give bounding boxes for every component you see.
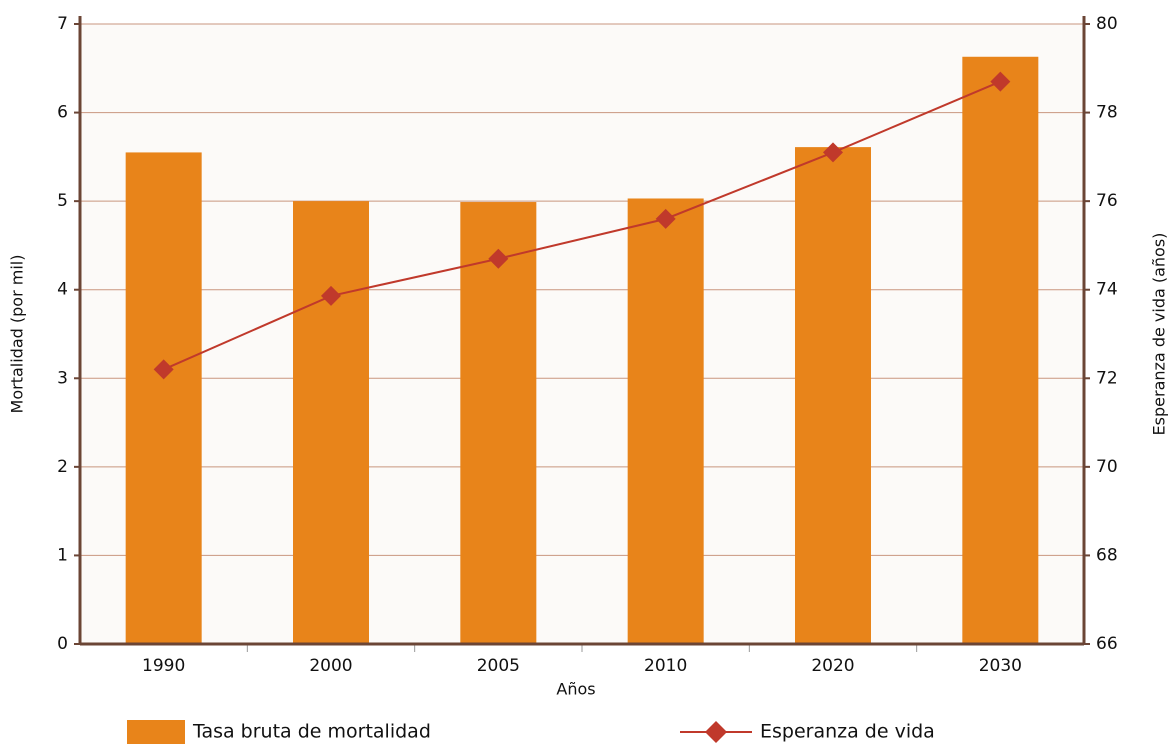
marker: [321, 285, 341, 306]
y-tick-label: 3: [57, 368, 68, 388]
line: [163, 80, 1001, 371]
marker: [823, 142, 843, 163]
x-tick-label: 1990: [142, 656, 185, 676]
y2-tick-label: 74: [1096, 280, 1118, 300]
x-tick-label: 2020: [811, 656, 854, 676]
y-tick-label: 2: [57, 457, 68, 477]
y2-tick-label: 80: [1096, 14, 1118, 34]
legend-label: Tasa bruta de mortalidad: [192, 721, 431, 743]
bar: [293, 201, 369, 644]
bar: [460, 202, 537, 644]
legend-marker: [705, 721, 727, 743]
x-axis-label: Años: [556, 680, 595, 699]
y2-tick-label: 66: [1096, 634, 1118, 654]
y2-tick-label: 70: [1096, 457, 1118, 477]
y-tick-label: 1: [57, 545, 68, 565]
x-tick-label: 2010: [644, 656, 687, 676]
y-tick-label: 0: [57, 634, 68, 654]
y2-tick-label: 78: [1096, 103, 1118, 123]
y-tick-label: 6: [57, 103, 68, 123]
marker: [488, 248, 509, 269]
y2-axis-label: Esperanza de vida (años): [1150, 233, 1169, 436]
y-tick-label: 7: [57, 14, 68, 34]
marker: [153, 359, 174, 380]
bar: [962, 56, 1039, 645]
legend-swatch: [127, 720, 185, 744]
y2-tick-label: 72: [1096, 368, 1118, 388]
x-tick-label: 2000: [309, 656, 352, 676]
y-axis-label: Mortalidad (por mil): [8, 255, 27, 414]
y2-tick-label: 68: [1096, 545, 1118, 565]
marker: [990, 71, 1011, 92]
marker: [655, 208, 676, 229]
bar: [795, 147, 871, 644]
y-tick-label: 5: [57, 191, 68, 211]
y2-tick-label: 76: [1096, 191, 1118, 211]
plot-area: [80, 24, 1084, 644]
y-tick-label: 4: [57, 280, 68, 300]
x-tick-label: 2005: [477, 656, 520, 676]
x-tick-label: 2030: [979, 656, 1022, 676]
legend-label: Esperanza de vida: [760, 721, 935, 743]
bar: [627, 198, 704, 644]
bar: [125, 152, 202, 644]
